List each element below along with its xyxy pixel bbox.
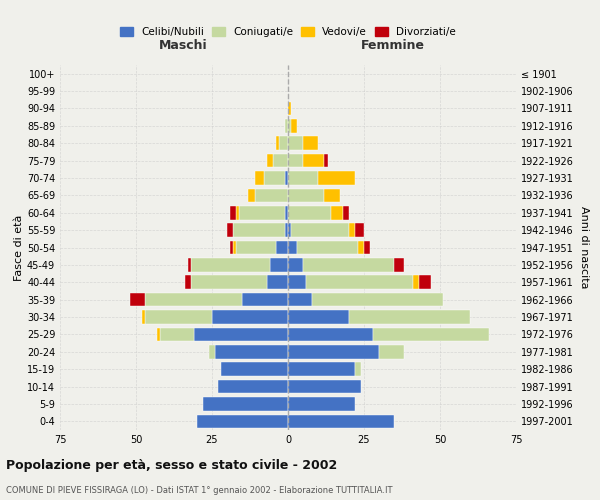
Bar: [303, 258, 394, 272]
Bar: [325, 154, 328, 168]
Bar: [355, 362, 361, 376]
Y-axis label: Anni di nascita: Anni di nascita: [579, 206, 589, 289]
Bar: [303, 154, 325, 168]
Bar: [288, 188, 325, 202]
Bar: [276, 240, 288, 254]
Text: Femmine: Femmine: [361, 39, 425, 52]
Bar: [331, 206, 343, 220]
Bar: [288, 258, 303, 272]
Bar: [288, 136, 303, 150]
Bar: [291, 119, 297, 132]
Bar: [254, 171, 263, 185]
Text: COMUNE DI PIEVE FISSIRAGA (LO) - Dati ISTAT 1° gennaio 2002 - Elaborazione TUTTI: COMUNE DI PIEVE FISSIRAGA (LO) - Dati IS…: [6, 486, 392, 495]
Bar: [254, 188, 288, 202]
Bar: [419, 276, 431, 289]
Bar: [145, 293, 242, 306]
Bar: [288, 293, 313, 306]
Bar: [303, 136, 319, 150]
Bar: [358, 240, 364, 254]
Text: Maschi: Maschi: [159, 39, 208, 52]
Bar: [288, 414, 394, 428]
Bar: [394, 258, 404, 272]
Bar: [288, 397, 355, 410]
Bar: [313, 293, 443, 306]
Bar: [157, 328, 160, 341]
Y-axis label: Fasce di età: Fasce di età: [14, 214, 24, 280]
Bar: [267, 276, 288, 289]
Bar: [343, 206, 349, 220]
Bar: [221, 362, 288, 376]
Bar: [364, 240, 370, 254]
Bar: [263, 171, 285, 185]
Bar: [230, 206, 236, 220]
Bar: [242, 293, 288, 306]
Bar: [203, 397, 288, 410]
Bar: [267, 154, 273, 168]
Bar: [185, 276, 191, 289]
Bar: [218, 380, 288, 394]
Bar: [130, 293, 145, 306]
Bar: [233, 240, 236, 254]
Bar: [373, 328, 488, 341]
Bar: [288, 119, 291, 132]
Bar: [285, 119, 288, 132]
Bar: [288, 328, 373, 341]
Bar: [236, 206, 239, 220]
Bar: [291, 224, 349, 237]
Bar: [230, 240, 233, 254]
Bar: [227, 224, 233, 237]
Bar: [215, 345, 288, 358]
Bar: [233, 224, 285, 237]
Bar: [285, 206, 288, 220]
Bar: [306, 276, 413, 289]
Bar: [288, 380, 361, 394]
Bar: [288, 310, 349, 324]
Bar: [288, 154, 303, 168]
Bar: [325, 188, 340, 202]
Bar: [236, 240, 276, 254]
Legend: Celibi/Nubili, Coniugati/e, Vedovi/e, Divorziati/e: Celibi/Nubili, Coniugati/e, Vedovi/e, Di…: [116, 23, 460, 42]
Bar: [279, 136, 288, 150]
Bar: [145, 310, 212, 324]
Bar: [273, 154, 288, 168]
Bar: [297, 240, 358, 254]
Bar: [288, 345, 379, 358]
Bar: [160, 328, 194, 341]
Bar: [209, 345, 215, 358]
Text: Popolazione per età, sesso e stato civile - 2002: Popolazione per età, sesso e stato civil…: [6, 460, 337, 472]
Bar: [239, 206, 285, 220]
Bar: [197, 414, 288, 428]
Bar: [188, 258, 191, 272]
Bar: [194, 328, 288, 341]
Bar: [212, 310, 288, 324]
Bar: [288, 102, 291, 115]
Bar: [248, 188, 254, 202]
Bar: [288, 276, 306, 289]
Bar: [288, 362, 355, 376]
Bar: [355, 224, 364, 237]
Bar: [142, 310, 145, 324]
Bar: [288, 240, 297, 254]
Bar: [285, 171, 288, 185]
Bar: [379, 345, 404, 358]
Bar: [285, 224, 288, 237]
Bar: [288, 206, 331, 220]
Bar: [191, 276, 267, 289]
Bar: [276, 136, 279, 150]
Bar: [288, 224, 291, 237]
Bar: [288, 171, 319, 185]
Bar: [413, 276, 419, 289]
Bar: [319, 171, 355, 185]
Bar: [349, 224, 355, 237]
Bar: [191, 258, 270, 272]
Bar: [270, 258, 288, 272]
Bar: [349, 310, 470, 324]
